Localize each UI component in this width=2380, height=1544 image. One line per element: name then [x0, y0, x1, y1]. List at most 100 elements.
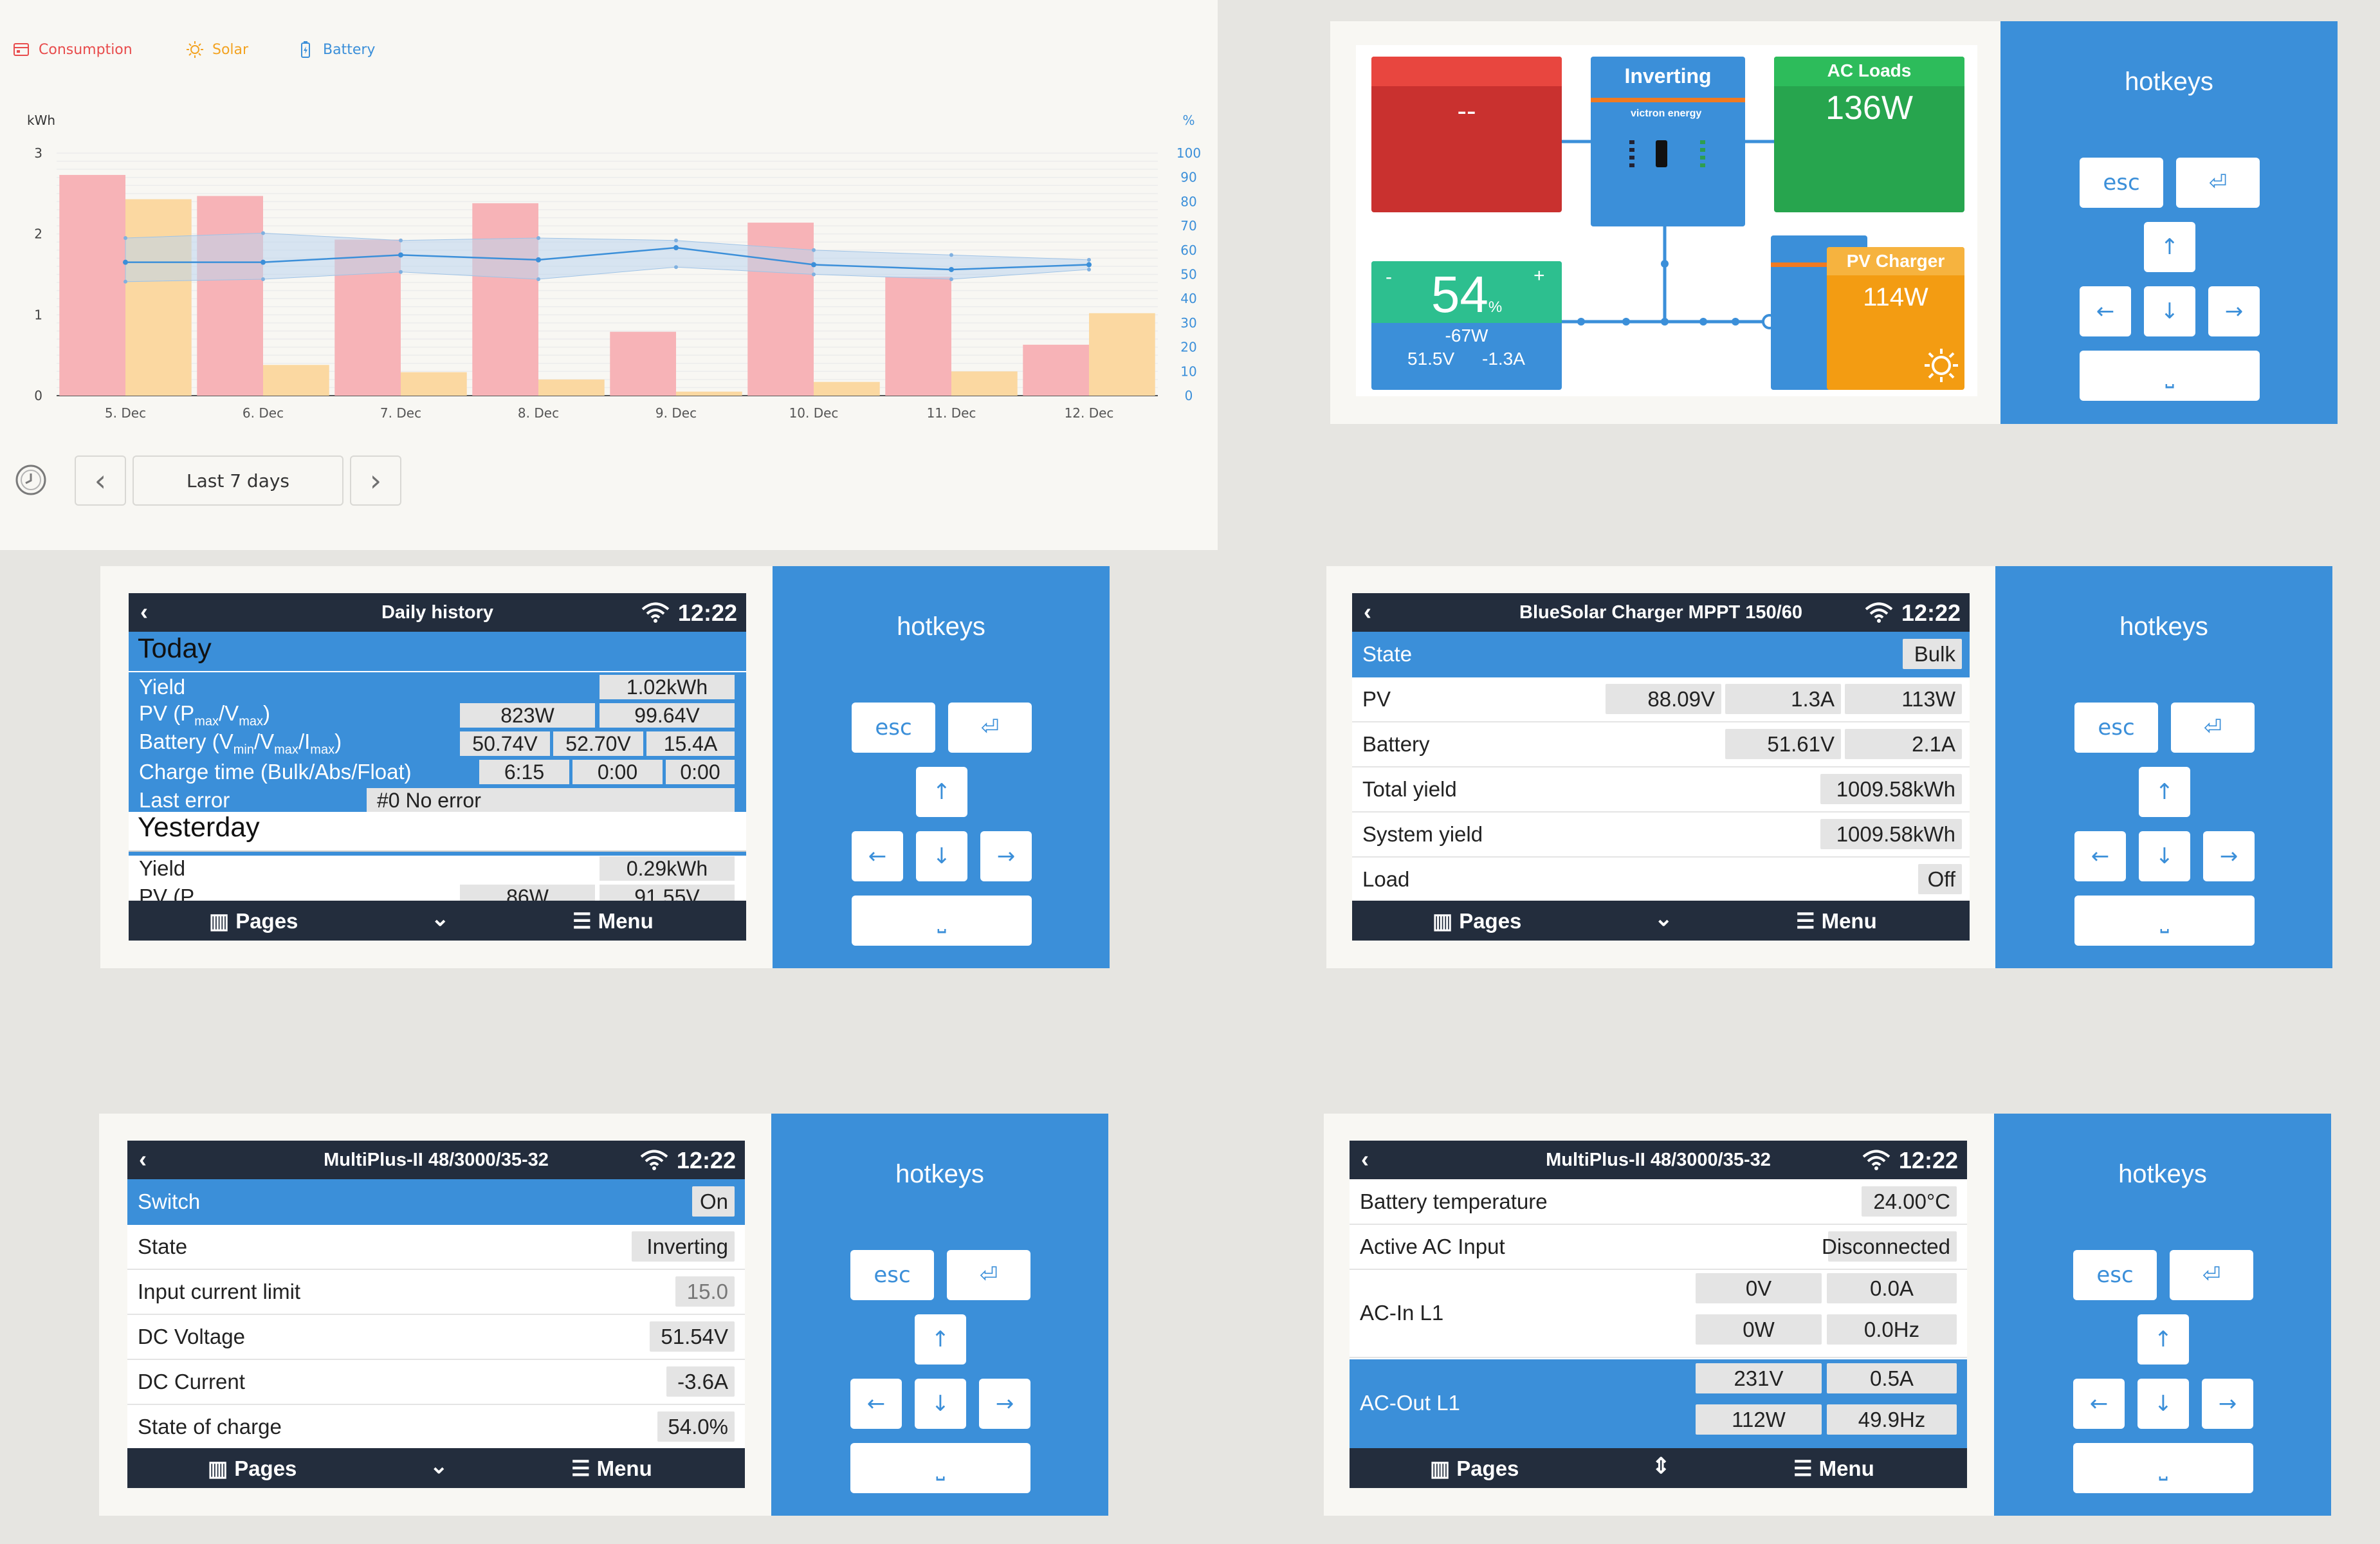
hotkeys-title: hotkeys	[2118, 1160, 2207, 1188]
total-yield-row[interactable]: Total yield 1009.58kWh	[1352, 767, 1970, 813]
up-key[interactable]: ↑	[915, 1314, 966, 1365]
solar-bar	[538, 379, 605, 396]
switch-row[interactable]: Switch On	[127, 1179, 745, 1225]
x-tick-label: 12. Dec	[1065, 405, 1114, 421]
grid-tile[interactable]: --	[1371, 57, 1562, 212]
right-tick-label: 100	[1176, 145, 1201, 161]
space-key[interactable]: ⎵	[852, 896, 1032, 946]
menu-button[interactable]: ☰ Menu	[572, 908, 654, 933]
pages-button[interactable]: ▥ Pages	[1433, 908, 1522, 933]
solar-bar	[263, 365, 329, 396]
chevron-up-down-icon[interactable]: ⇕	[1652, 1454, 1671, 1478]
up-key[interactable]: ↑	[2137, 1314, 2189, 1365]
state-of-charge-row[interactable]: State of charge 54.0%	[127, 1404, 745, 1450]
chevron-down-icon[interactable]: ⌄	[430, 1454, 448, 1478]
dc-voltage-row[interactable]: DC Voltage 51.54V	[127, 1314, 745, 1360]
state-row[interactable]: State Bulk	[1352, 632, 1970, 677]
esc-key[interactable]: esc	[852, 703, 935, 753]
left-key[interactable]: ←	[852, 831, 903, 881]
esc-key[interactable]: esc	[2073, 1250, 2157, 1300]
system-yield-row[interactable]: System yield 1009.58kWh	[1352, 812, 1970, 858]
right-key[interactable]: →	[2203, 831, 2255, 881]
dc-current-row[interactable]: DC Current -3.6A	[127, 1359, 745, 1405]
left-key[interactable]: ←	[850, 1379, 902, 1429]
load-row[interactable]: Load Off	[1352, 857, 1970, 903]
down-key[interactable]: ↓	[916, 831, 967, 881]
legend-battery[interactable]: Battery	[296, 40, 375, 59]
input-current-limit-row[interactable]: Input current limit 15.0	[127, 1269, 745, 1315]
ac-loads-tile[interactable]: AC Loads 136W	[1774, 57, 1964, 212]
multiplus-ac-screen: ‹ MultiPlus-II 48/3000/35-32 12:22 Batte…	[1350, 1141, 1967, 1488]
space-key[interactable]: ⎵	[2074, 896, 2255, 946]
state-row[interactable]: State Inverting	[127, 1224, 745, 1270]
left-key[interactable]: ←	[2073, 1379, 2125, 1429]
history-clock-icon[interactable]	[13, 462, 49, 498]
enter-key[interactable]: ⏎	[2170, 1250, 2253, 1300]
pages-button[interactable]: ▥ Pages	[209, 908, 298, 933]
back-icon[interactable]: ‹	[1361, 1146, 1369, 1172]
left-key[interactable]: ←	[2080, 286, 2131, 336]
back-icon[interactable]: ‹	[139, 1146, 147, 1172]
down-key[interactable]: ↓	[2137, 1379, 2189, 1429]
battery-max-point	[674, 238, 678, 243]
pv-charger-tile[interactable]: PV Charger 114W	[1827, 247, 1964, 390]
up-key[interactable]: ↑	[2144, 222, 2195, 272]
esc-key[interactable]: esc	[2074, 703, 2158, 753]
right-key[interactable]: →	[979, 1379, 1030, 1429]
right-key[interactable]: →	[2202, 1379, 2253, 1429]
ac-loads-label: AC Loads	[1827, 60, 1912, 80]
clock: 12:22	[676, 1147, 736, 1173]
pages-button[interactable]: ▥ Pages	[1430, 1456, 1519, 1481]
space-key[interactable]: ⎵	[2080, 351, 2260, 401]
left-key[interactable]: ←	[2074, 831, 2126, 881]
down-key[interactable]: ↓	[2139, 831, 2190, 881]
ac-in-row[interactable]: AC-In L1 0V 0.0A 0W 0.0Hz	[1350, 1269, 1967, 1358]
yesterday-yield-row: Yield 0.29kWh	[129, 854, 746, 883]
back-icon[interactable]: ‹	[1364, 598, 1371, 625]
right-tick-label: 10	[1180, 363, 1196, 379]
pages-button[interactable]: ▥ Pages	[208, 1456, 297, 1481]
space-key[interactable]: ⎵	[850, 1443, 1030, 1493]
space-key[interactable]: ⎵	[2073, 1443, 2253, 1493]
back-icon[interactable]: ‹	[140, 598, 148, 625]
enter-key[interactable]: ⏎	[948, 703, 1032, 753]
battery-soc-point	[673, 245, 679, 251]
enter-key[interactable]: ⏎	[947, 1250, 1030, 1300]
right-key[interactable]: →	[980, 831, 1032, 881]
legend-consumption[interactable]: Consumption	[12, 40, 133, 59]
esc-key[interactable]: esc	[2080, 158, 2163, 208]
up-key[interactable]: ↑	[2139, 767, 2190, 817]
chevron-down-icon[interactable]: ⌄	[1654, 906, 1673, 931]
today-battery-row: Battery (Vmin/Vmax/Imax) 50.74V 52.70V 1…	[129, 730, 746, 758]
menu-button[interactable]: ☰ Menu	[1796, 908, 1877, 933]
enter-key[interactable]: ⏎	[2171, 703, 2255, 753]
enter-key[interactable]: ⏎	[2176, 158, 2260, 208]
down-key[interactable]: ↓	[2144, 286, 2195, 336]
bar-chart-icon: ▥	[209, 909, 230, 933]
grid-value: --	[1457, 95, 1476, 127]
battery-row[interactable]: Battery 51.61V 2.1A	[1352, 722, 1970, 767]
prev-period-button[interactable]: ‹	[75, 455, 126, 506]
battery-temperature-row[interactable]: Battery temperature 24.00°C	[1350, 1179, 1967, 1225]
active-ac-input-row[interactable]: Active AC Input Disconnected	[1350, 1224, 1967, 1270]
down-key[interactable]: ↓	[915, 1379, 966, 1429]
menu-button[interactable]: ☰ Menu	[571, 1456, 652, 1481]
battery-power: -67W	[1445, 326, 1488, 345]
up-key[interactable]: ↑	[916, 767, 967, 817]
esc-key[interactable]: esc	[850, 1250, 934, 1300]
pv-row[interactable]: PV 88.09V 1.3A 113W	[1352, 677, 1970, 722]
chevron-down-icon[interactable]: ⌄	[431, 906, 450, 931]
battery-max-point	[949, 253, 953, 257]
right-key[interactable]: →	[2208, 286, 2260, 336]
next-period-button[interactable]: ›	[350, 455, 401, 506]
legend-solar[interactable]: Solar	[185, 40, 248, 59]
ac-out-row[interactable]: AC-Out L1 231V 0.5A 112W 49.9Hz	[1350, 1359, 1967, 1448]
overview-screen: -- Inverting victron energy AC Loads 136…	[1356, 45, 1977, 396]
period-selector[interactable]: Last 7 days	[133, 455, 343, 506]
battery-current: -1.3A	[1482, 349, 1525, 369]
battery-tile[interactable]: - + 54% -67W 51.5V -1.3A	[1371, 261, 1562, 390]
menu-button[interactable]: ☰ Menu	[1793, 1456, 1874, 1481]
solar-bar	[125, 199, 192, 396]
left-tick-label: 0	[34, 388, 42, 403]
inverter-tile[interactable]: Inverting victron energy	[1591, 57, 1745, 226]
